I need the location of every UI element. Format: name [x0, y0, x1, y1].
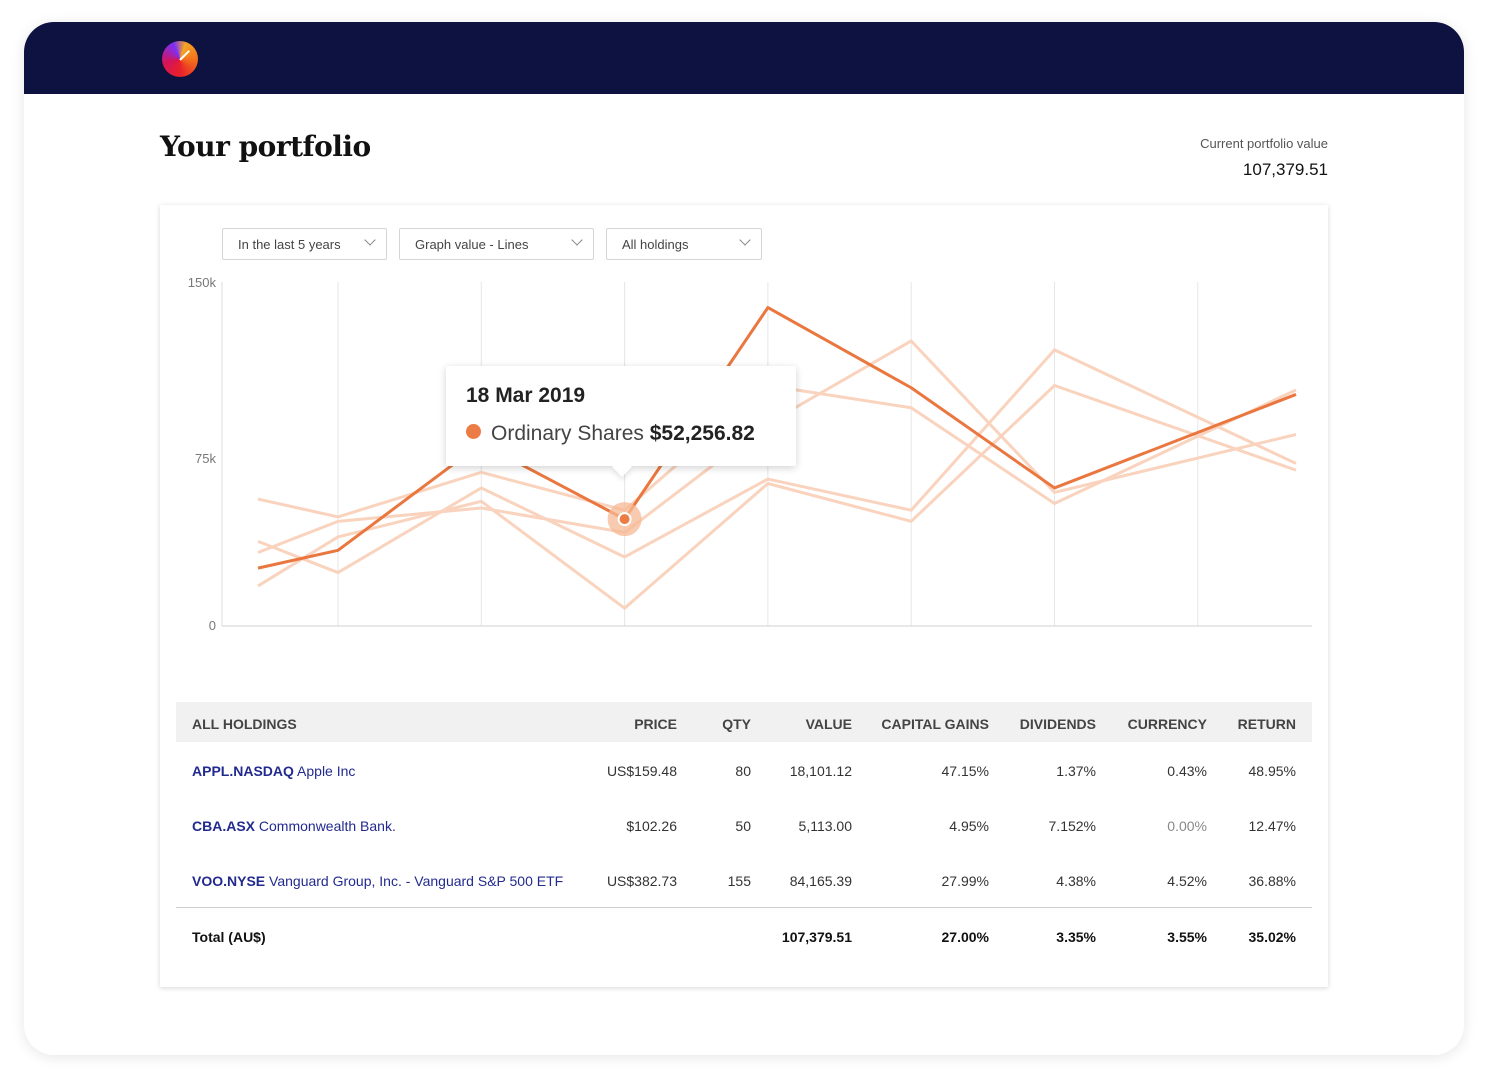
y-tick-label: 75k	[195, 451, 216, 466]
brand-logo[interactable]	[162, 41, 198, 77]
tooltip-series-name: Ordinary Shares	[491, 422, 644, 445]
series-line[interactable]	[257, 348, 1297, 575]
table-total-row: Total (AU$) 107,379.51 27.00% 3.35% 3.55…	[176, 907, 1312, 962]
cell-dividends: 4.38%	[1056, 873, 1096, 889]
portfolio-value: 107,379.51	[1242, 160, 1328, 179]
total-capital-gains: 27.00%	[941, 929, 989, 945]
tooltip-date: 18 Mar 2019	[466, 384, 586, 407]
cell-value: 5,113.00	[798, 818, 852, 834]
total-return: 35.02%	[1248, 929, 1296, 945]
cell-return: 12.47%	[1248, 818, 1296, 834]
holding-link[interactable]: CBA.ASX Commonwealth Bank.	[192, 818, 396, 834]
col-header-currency[interactable]: CURRENCY	[1127, 716, 1207, 732]
cell-currency: 0.00%	[1167, 818, 1207, 834]
holding-ticker: APPL.NASDAQ	[192, 763, 294, 779]
cell-return: 48.95%	[1248, 763, 1296, 779]
y-tick-label: 150k	[188, 275, 217, 290]
col-header-qty[interactable]: QTY	[722, 716, 751, 732]
col-header-holdings[interactable]: ALL HOLDINGS	[192, 716, 297, 732]
table-row[interactable]: VOO.NYSE Vanguard Group, Inc. - Vanguard…	[176, 852, 1312, 907]
app-frame: Your portfolio Current portfolio value 1…	[24, 22, 1464, 1055]
cell-price: US$382.73	[606, 873, 677, 889]
y-tick-label: 0	[209, 618, 216, 633]
col-header-value[interactable]: VALUE	[805, 716, 852, 732]
holdings-dropdown-label: All holdings	[622, 237, 689, 252]
chevron-down-icon	[739, 234, 751, 246]
table-row[interactable]: APPL.NASDAQ Apple Inc US$159.48 80 18,10…	[176, 742, 1312, 797]
cell-value: 84,165.39	[789, 873, 852, 889]
col-header-dividends[interactable]: DIVIDENDS	[1019, 716, 1096, 732]
cell-capital-gains: 4.95%	[949, 818, 989, 834]
x-tick-label: 01 Sep 21	[1168, 642, 1227, 645]
period-dropdown-label: In the last 5 years	[238, 237, 341, 252]
holding-link[interactable]: APPL.NASDAQ Apple Inc	[192, 763, 355, 779]
total-dividends: 3.35%	[1056, 929, 1096, 945]
holding-name: Commonwealth Bank.	[258, 818, 396, 834]
portfolio-value-label: Current portfolio value	[1200, 136, 1328, 151]
tooltip-value: $52,256.82	[649, 422, 755, 445]
cell-qty: 50	[735, 818, 751, 834]
cell-return: 36.88%	[1248, 873, 1296, 889]
col-header-capital-gains[interactable]: CAPITAL GAINS	[881, 716, 989, 732]
holding-name: Apple Inc	[297, 763, 356, 779]
period-dropdown[interactable]: In the last 5 years	[222, 228, 387, 260]
cell-value: 18,101.12	[789, 763, 852, 779]
cell-dividends: 7.152%	[1048, 818, 1096, 834]
col-header-return[interactable]: RETURN	[1237, 716, 1296, 732]
x-tick-label: 23 Oct 20	[883, 642, 939, 645]
holding-ticker: VOO.NYSE	[192, 873, 266, 889]
cell-capital-gains: 47.15%	[941, 763, 989, 779]
top-navbar	[24, 22, 1464, 94]
holdings-dropdown[interactable]: All holdings	[606, 228, 762, 260]
total-value: 107,379.51	[781, 929, 852, 945]
total-label: Total (AU$)	[192, 929, 266, 945]
holdings-table-header: ALL HOLDINGS PRICE QTY VALUE CAPITAL GAI…	[176, 702, 1312, 742]
col-header-price[interactable]: PRICE	[634, 716, 677, 732]
holding-link[interactable]: VOO.NYSE Vanguard Group, Inc. - Vanguard…	[192, 873, 563, 889]
chevron-down-icon	[571, 234, 583, 246]
table-row[interactable]: CBA.ASX Commonwealth Bank. $102.26 50 5,…	[176, 797, 1312, 852]
chart-tooltip: 18 Mar 2019 Ordinary Shares $52,256.82	[446, 366, 796, 466]
graph-type-dropdown[interactable]: Graph value - Lines	[399, 228, 594, 260]
cell-capital-gains: 27.99%	[941, 873, 989, 889]
highlight-point[interactable]	[617, 512, 632, 527]
series-dot-icon	[466, 424, 481, 439]
total-currency: 3.55%	[1167, 929, 1207, 945]
x-tick-label: 18 Mar 19	[595, 642, 654, 645]
graph-type-dropdown-label: Graph value - Lines	[415, 237, 529, 252]
portfolio-card: In the last 5 years Graph value - Lines …	[160, 205, 1328, 987]
holding-ticker: CBA.ASX	[192, 818, 256, 834]
cell-currency: 4.52%	[1167, 873, 1207, 889]
cell-qty: 155	[727, 873, 751, 889]
chevron-down-icon	[364, 234, 376, 246]
x-tick-label: 14 Jan 18	[309, 642, 366, 645]
cell-price: US$159.48	[606, 763, 677, 779]
cell-qty: 80	[735, 763, 751, 779]
page-title: Your portfolio	[160, 130, 371, 163]
cell-dividends: 1.37%	[1056, 763, 1096, 779]
holding-name: Vanguard Group, Inc. - Vanguard S&P 500 …	[269, 873, 564, 889]
tooltip-row: Ordinary Shares $52,256.82	[466, 422, 755, 446]
series-line[interactable]	[257, 339, 1297, 554]
cell-currency: 0.43%	[1167, 763, 1207, 779]
cell-price: $102.26	[626, 818, 677, 834]
